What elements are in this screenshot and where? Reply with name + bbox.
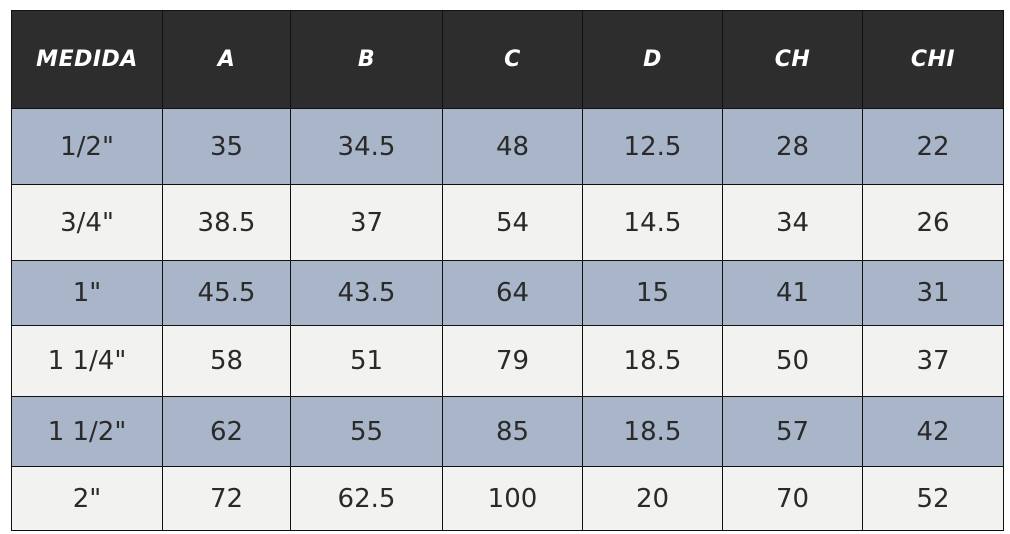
table-cell: 38.5 xyxy=(162,184,291,261)
table-cell: 1 1/2" xyxy=(11,396,163,467)
table-cell: 3/4" xyxy=(11,184,163,261)
table-cell: 37 xyxy=(862,325,1004,397)
table-cell: 18.5 xyxy=(582,396,723,467)
table-cell: 42 xyxy=(862,396,1004,467)
table-cell: 22 xyxy=(862,108,1004,185)
table-cell: 31 xyxy=(862,260,1004,326)
table-cell: 14.5 xyxy=(582,184,723,261)
table-cell: 37 xyxy=(290,184,443,261)
header-cell: A xyxy=(162,10,291,109)
header-cell: CH xyxy=(722,10,863,109)
header-cell: D xyxy=(582,10,723,109)
table-cell: 62 xyxy=(162,396,291,467)
table-cell: 34 xyxy=(722,184,863,261)
table-cell: 64 xyxy=(442,260,583,326)
table-cell: 45.5 xyxy=(162,260,291,326)
table-cell: 70 xyxy=(722,466,863,531)
table-cell: 28 xyxy=(722,108,863,185)
table-cell: 52 xyxy=(862,466,1004,531)
table-cell: 20 xyxy=(582,466,723,531)
table-cell: 51 xyxy=(290,325,443,397)
table-cell: 62.5 xyxy=(290,466,443,531)
header-cell: MEDIDA xyxy=(11,10,163,109)
table-cell: 55 xyxy=(290,396,443,467)
table-cell: 43.5 xyxy=(290,260,443,326)
table-cell: 35 xyxy=(162,108,291,185)
table-cell: 1 1/4" xyxy=(11,325,163,397)
table-cell: 12.5 xyxy=(582,108,723,185)
header-cell: C xyxy=(442,10,583,109)
table-cell: 2" xyxy=(11,466,163,531)
table-cell: 72 xyxy=(162,466,291,531)
table-cell: 1" xyxy=(11,260,163,326)
table-cell: 57 xyxy=(722,396,863,467)
table-cell: 100 xyxy=(442,466,583,531)
header-cell: CHI xyxy=(862,10,1004,109)
table-cell: 18.5 xyxy=(582,325,723,397)
table-cell: 41 xyxy=(722,260,863,326)
table-cell: 79 xyxy=(442,325,583,397)
table-cell: 15 xyxy=(582,260,723,326)
table-cell: 54 xyxy=(442,184,583,261)
table-cell: 58 xyxy=(162,325,291,397)
table-cell: 1/2" xyxy=(11,108,163,185)
table-cell: 48 xyxy=(442,108,583,185)
table-cell: 34.5 xyxy=(290,108,443,185)
header-cell: B xyxy=(290,10,443,109)
table-cell: 26 xyxy=(862,184,1004,261)
table-cell: 85 xyxy=(442,396,583,467)
table-cell: 50 xyxy=(722,325,863,397)
